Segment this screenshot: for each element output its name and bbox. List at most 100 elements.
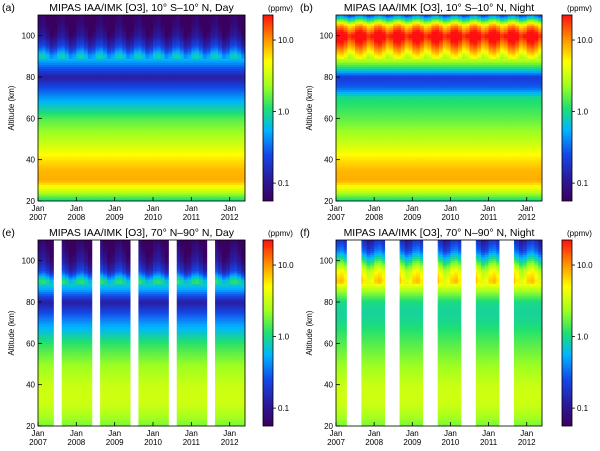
heatmap-cell [179,184,185,187]
heatmap-cell [153,192,158,196]
heatmap-cell [237,151,242,154]
heatmap-cell [183,182,188,185]
heatmap-cell [191,192,196,196]
heatmap-cell [241,145,246,148]
heatmap-cell [225,108,231,111]
heatmap-cell [141,188,146,192]
heatmap-cell [229,108,234,111]
heatmap-cell [126,116,131,119]
heatmap-cell [210,114,215,117]
heatmap-cell [176,188,181,192]
heatmap-cell [49,159,54,163]
heatmap-cell [210,132,215,136]
heatmap-cell [202,172,208,175]
heatmap-cell [153,188,158,192]
heatmap-cell [222,196,227,200]
heatmap-cell [172,174,177,177]
heatmap-cell [103,120,108,123]
heatmap-cell [202,110,208,113]
heatmap-cell [122,192,127,196]
heatmap-cell [107,141,112,144]
heatmap-cell [225,141,231,144]
heatmap-cell [99,147,104,150]
heatmap-cell [237,184,242,187]
heatmap-cell [87,184,93,187]
heatmap-cell [141,116,146,119]
heatmap-cell [76,122,81,125]
heatmap-cell [91,118,96,121]
heatmap-cell [76,182,81,185]
heatmap-cell [133,122,139,125]
heatmap-cell [64,184,70,187]
heatmap-cell [103,182,108,185]
heatmap-cell [149,136,154,140]
heatmap-cell [176,141,181,144]
heatmap-cell [168,132,173,136]
heatmap-cell [122,167,127,171]
heatmap-cell [133,172,139,175]
heatmap-cell [222,194,227,198]
heatmap-cell [176,120,181,123]
heatmap-cell [191,136,196,140]
heatmap-cell [237,159,242,163]
heatmap-cell [80,188,85,192]
heatmap-cell [38,192,43,196]
heatmap-cell [68,176,73,179]
heatmap-cell [38,116,43,119]
heatmap-cell [164,124,169,127]
heatmap-cell [199,141,204,144]
heatmap-cell [156,153,162,156]
heatmap-cell [137,136,142,140]
heatmap-cell [210,151,215,154]
heatmap-cell [156,132,162,136]
heatmap-cell [202,190,208,194]
heatmap-cell [222,165,227,169]
heatmap-cell [145,149,150,152]
heatmap-cell [233,120,238,123]
heatmap-cell [218,194,223,198]
heatmap-cell [41,116,47,119]
heatmap-cell [110,120,116,123]
heatmap-cell [91,161,96,165]
heatmap-cell [199,122,204,125]
heatmap-cell [156,145,162,148]
heatmap-cell [87,198,93,202]
heatmap-cell [68,126,73,130]
heatmap-cell [222,159,227,163]
heatmap-cell [107,116,112,119]
heatmap-cell [49,190,54,194]
heatmap-cell [156,122,162,125]
heatmap-cell [80,149,85,152]
heatmap-cell [145,143,150,146]
heatmap-cell [99,118,104,121]
heatmap-cell [195,126,200,130]
heatmap-cell [172,196,177,200]
heatmap-cell [187,157,192,161]
heatmap-cell [195,180,200,183]
heatmap-cell [195,134,200,138]
heatmap-cell [133,194,139,198]
heatmap-cell [114,178,119,181]
heatmap-cell [38,136,43,140]
heatmap-cell [183,128,188,132]
heatmap-cell [199,161,204,165]
heatmap-cell [64,116,70,119]
heatmap-cell [222,120,227,123]
heatmap-cell [145,128,150,132]
heatmap-cell [103,141,108,144]
heatmap-cell [87,174,93,177]
heatmap-cell [179,188,185,192]
heatmap-cell [202,120,208,123]
heatmap-cell [80,172,85,175]
heatmap-cell [145,122,150,125]
heatmap-cell [41,120,47,123]
heatmap-cell [145,170,150,173]
heatmap-cell [57,176,62,179]
heatmap-cell [206,139,211,142]
heatmap-cell [103,112,108,115]
heatmap-cell [195,163,200,167]
heatmap-cell [191,159,196,163]
heatmap-cell [164,120,169,123]
heatmap-cell [206,136,211,140]
heatmap-cell [141,110,146,113]
